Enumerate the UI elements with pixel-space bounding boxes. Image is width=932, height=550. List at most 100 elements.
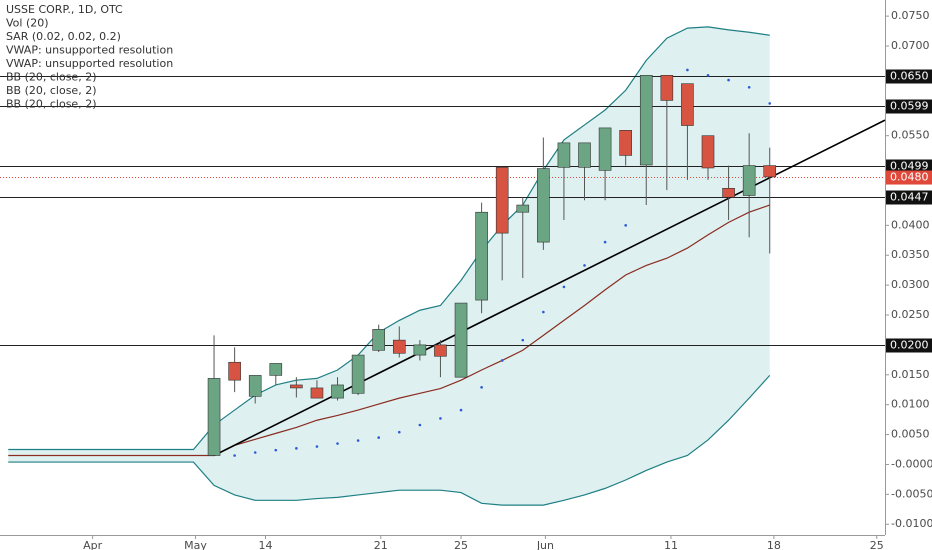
sar-dot <box>603 240 607 244</box>
candle-body <box>495 167 509 234</box>
sar-dot <box>706 74 710 77</box>
indicator: SAR (0.02, 0.02, 0.2) <box>6 30 121 43</box>
sar-dot <box>747 85 751 89</box>
sar-dot <box>356 439 360 442</box>
sar-dot <box>233 454 236 457</box>
sar-dot <box>542 310 545 314</box>
candle-body <box>763 165 777 178</box>
candle-body <box>475 211 488 301</box>
y-tick-label: -0.0100 <box>891 517 932 530</box>
indicator: BB (20, close, 2) <box>6 98 97 111</box>
level-label-box <box>886 190 932 205</box>
candle-body <box>248 375 262 397</box>
candle-body <box>701 135 715 169</box>
x-tick-label: May <box>184 539 207 550</box>
x-tick-label: 25 <box>454 539 468 550</box>
candle-body <box>228 361 241 381</box>
y-tick-label: 0.0400 <box>891 218 930 231</box>
band-line <box>8 204 770 457</box>
candle-body <box>578 142 591 168</box>
last-price-label: 0.0480 <box>890 171 929 184</box>
candle-body <box>516 204 530 213</box>
sar-dot <box>459 408 463 412</box>
y-tick-label: 0.0250 <box>891 308 930 321</box>
level-label: 0.0650 <box>890 70 929 83</box>
band-line <box>8 374 771 506</box>
candle-body <box>392 339 406 354</box>
sar-dot <box>521 338 525 342</box>
x-tick-label: Apr <box>83 539 103 550</box>
level-label: 0.0447 <box>890 191 929 204</box>
plot-area <box>0 26 886 506</box>
y-tick-label: 0.0150 <box>891 368 930 381</box>
x-tick-label: Jun <box>536 539 554 550</box>
sar-dot <box>418 423 422 427</box>
sar-dot <box>274 448 278 452</box>
sar-dot <box>439 417 442 420</box>
level-label: 0.0499 <box>890 160 929 173</box>
indicator: VWAP: unsupported resolution <box>6 44 173 57</box>
y-tick-label: 0.0100 <box>891 398 930 411</box>
sar-dot <box>583 264 586 267</box>
candle-body <box>454 302 468 378</box>
sar-dot <box>377 436 380 439</box>
candle-body <box>557 142 571 168</box>
candle-body <box>681 83 694 126</box>
sar-dot <box>397 430 401 434</box>
sar-dot <box>727 78 730 82</box>
y-tick-label: 0.0300 <box>891 278 930 291</box>
candle-body <box>537 168 550 243</box>
band-line <box>8 26 770 451</box>
candle-body <box>269 363 283 376</box>
level-label-box <box>886 338 932 353</box>
y-tick-label: 0.0550 <box>891 129 930 142</box>
last-price-box <box>886 170 932 185</box>
candle-body <box>290 384 303 389</box>
y-tick-label: 0.0750 <box>891 9 930 22</box>
sar-dot <box>315 445 319 448</box>
sar-dot <box>295 447 298 450</box>
x-tick-label: 11 <box>664 539 678 550</box>
sar-dot <box>253 451 257 454</box>
indicator: VWAP: unsupported resolution <box>6 57 173 70</box>
candle-body <box>660 75 674 101</box>
sar-dot <box>336 442 339 445</box>
candle-body <box>619 130 632 156</box>
y-tick-label: -0.0000 <box>891 457 932 470</box>
indicator: BB (20, close, 2) <box>6 84 97 97</box>
candle-body <box>742 165 756 196</box>
x-tick-label: 14 <box>259 539 273 550</box>
y-tick-label: 0.0700 <box>891 39 930 52</box>
x-tick-label: 18 <box>767 539 781 550</box>
y-tick-label: 0.0350 <box>891 248 930 261</box>
candle-body <box>434 344 447 357</box>
chart-title: USSE CORP., 1D, OTC <box>6 3 123 16</box>
level-label: 0.0599 <box>890 100 929 113</box>
y-tick-label: -0.0050 <box>891 487 932 500</box>
sar-dot <box>768 102 772 105</box>
x-tick-label: 25 <box>870 539 884 550</box>
indicator: BB (20, close, 2) <box>6 71 97 84</box>
level-label-box <box>886 69 932 84</box>
level-label-box <box>886 159 932 174</box>
y-tick-label: 0.0050 <box>891 428 930 441</box>
sar-dot <box>624 224 627 227</box>
indicator: Vol (20) <box>6 17 49 30</box>
candle-body <box>351 354 365 394</box>
x-tick-label: 21 <box>374 539 388 550</box>
candle-body <box>331 384 344 399</box>
candle-body <box>372 329 385 351</box>
level-label-box <box>886 99 932 114</box>
candle-body <box>598 127 612 171</box>
sar-dot <box>480 386 483 389</box>
sar-dot <box>562 285 566 289</box>
candle-body <box>207 378 221 456</box>
candle-body <box>413 344 427 356</box>
sar-dot <box>500 359 504 362</box>
candle-body <box>639 75 653 166</box>
level-label: 0.0200 <box>890 339 929 352</box>
candle-body <box>310 387 324 399</box>
candle-body <box>722 187 735 198</box>
sar-dot <box>686 68 689 72</box>
